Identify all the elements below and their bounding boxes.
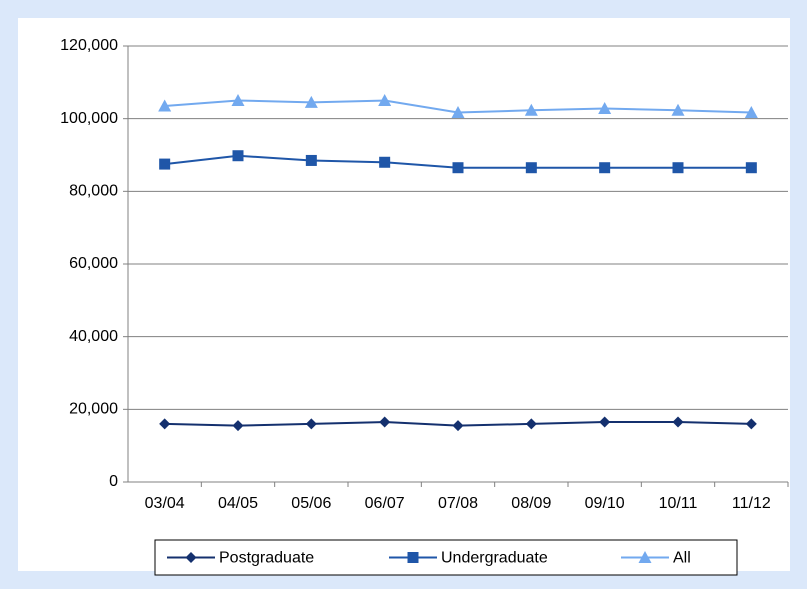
marker <box>452 420 464 432</box>
marker <box>185 552 197 563</box>
marker <box>638 551 652 563</box>
marker <box>304 95 318 108</box>
marker <box>305 418 317 430</box>
legend-label: All <box>673 550 691 567</box>
y-tick-label: 0 <box>109 473 118 490</box>
y-tick-label: 20,000 <box>69 401 118 418</box>
y-tick-label: 120,000 <box>60 37 118 54</box>
marker <box>379 156 391 168</box>
marker <box>599 162 611 174</box>
marker <box>232 150 244 162</box>
marker <box>598 101 612 114</box>
marker <box>452 162 464 174</box>
x-tick-label: 09/10 <box>585 495 625 512</box>
x-tick-label: 08/09 <box>511 495 551 512</box>
marker <box>378 94 392 106</box>
marker <box>745 418 757 430</box>
marker <box>159 158 171 170</box>
marker <box>451 105 465 118</box>
marker <box>158 99 172 112</box>
marker <box>159 418 171 430</box>
marker <box>305 154 317 166</box>
marker <box>599 416 611 428</box>
marker <box>524 103 538 116</box>
x-tick-label: 11/12 <box>732 495 771 512</box>
marker <box>407 552 419 563</box>
marker <box>672 416 684 428</box>
legend: Postgraduate Undergraduate All <box>154 539 738 576</box>
plot-background <box>18 18 790 571</box>
x-tick-label: 03/04 <box>145 495 185 512</box>
marker <box>379 416 391 428</box>
legend-label: Postgraduate <box>219 550 314 567</box>
marker <box>745 162 757 174</box>
x-tick-label: 07/08 <box>438 495 478 512</box>
y-tick-label: 60,000 <box>69 255 118 272</box>
x-tick-label: 06/07 <box>365 495 405 512</box>
marker <box>232 420 244 432</box>
x-tick-label: 04/05 <box>218 495 258 512</box>
marker <box>744 105 758 118</box>
marker <box>672 162 684 174</box>
y-tick-label: 40,000 <box>69 328 118 345</box>
y-tick-label: 80,000 <box>69 183 118 200</box>
x-tick-label: 05/06 <box>291 495 331 512</box>
y-tick-label: 100,000 <box>60 110 118 127</box>
marker <box>231 94 245 106</box>
x-tick-label: 10/11 <box>659 495 698 512</box>
marker <box>525 162 537 174</box>
legend-label: Undergraduate <box>441 550 548 567</box>
marker <box>671 103 685 116</box>
marker <box>525 418 537 430</box>
